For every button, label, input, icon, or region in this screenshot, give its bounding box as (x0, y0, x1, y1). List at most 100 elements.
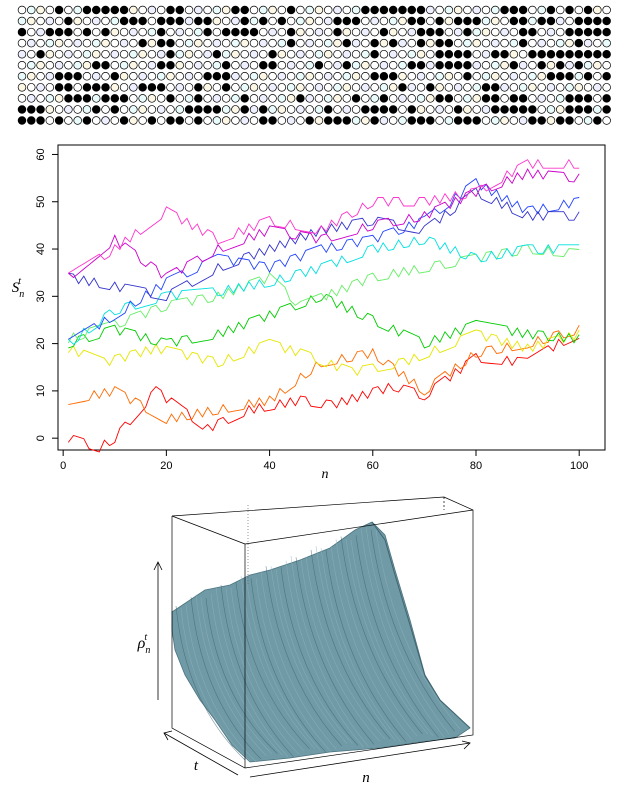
empty-dot (481, 38, 491, 48)
empty-dot (231, 105, 240, 114)
filled-dot (240, 5, 249, 15)
filled-dot (435, 60, 444, 70)
empty-dot (240, 72, 249, 81)
empty-dot (194, 49, 203, 59)
empty-dot (509, 116, 519, 125)
empty-dot (509, 83, 519, 92)
empty-dot (277, 27, 287, 37)
empty-dot (73, 60, 82, 70)
empty-dot (333, 38, 342, 48)
empty-dot (528, 16, 537, 26)
empty-dot (305, 105, 314, 114)
empty-dot (323, 27, 333, 37)
empty-dot (27, 60, 36, 70)
filled-dot (147, 116, 157, 125)
empty-dot (453, 38, 463, 48)
filled-dot (444, 38, 454, 48)
empty-dot (286, 49, 296, 59)
filled-dot (259, 105, 268, 114)
y-tick-label: 10 (35, 385, 47, 397)
empty-dot (351, 38, 361, 48)
empty-dot (305, 60, 314, 70)
series-line (68, 158, 580, 274)
empty-dot (314, 83, 324, 92)
filled-dot (323, 105, 333, 114)
empty-dot (491, 27, 500, 37)
z-axis-arrow (153, 561, 163, 700)
filled-dot (518, 94, 528, 103)
empty-dot (546, 116, 556, 125)
surface-mesh-line (190, 597, 262, 760)
filled-dot (138, 83, 147, 92)
empty-dot (472, 49, 481, 59)
empty-dot (314, 27, 324, 37)
empty-dot (249, 5, 259, 15)
empty-dot (221, 105, 231, 114)
empty-dot (398, 72, 407, 81)
empty-dot (388, 83, 398, 92)
empty-dot (500, 38, 509, 48)
filled-dot (453, 116, 463, 125)
filled-dot (518, 27, 528, 37)
surface-mesh-line (375, 529, 461, 730)
filled-dot (509, 5, 519, 15)
empty-dot (296, 27, 305, 37)
empty-dot (147, 94, 157, 103)
empty-dot (323, 16, 333, 26)
empty-dot (379, 83, 389, 92)
empty-dot (45, 116, 55, 125)
empty-dot (231, 72, 240, 81)
empty-dot (17, 60, 27, 70)
filled-dot (426, 83, 435, 92)
filled-dot (379, 94, 389, 103)
empty-dot (388, 16, 398, 26)
empty-dot (323, 49, 333, 59)
filled-dot (444, 60, 454, 70)
filled-dot (528, 105, 537, 114)
filled-dot (435, 16, 444, 26)
empty-dot (305, 94, 314, 103)
empty-dot (73, 105, 82, 114)
filled-dot (574, 27, 584, 37)
surface-mesh-line (185, 604, 257, 762)
filled-dot (119, 5, 129, 15)
filled-dot (574, 38, 584, 48)
empty-dot (203, 5, 212, 15)
filled-dot (268, 116, 277, 125)
empty-dot (212, 94, 222, 103)
empty-dot (268, 27, 277, 37)
filled-dot (565, 105, 574, 114)
surface-mesh-line (205, 597, 278, 754)
x-axis-label: n (322, 467, 329, 482)
empty-dot (426, 16, 435, 26)
filled-dot (82, 116, 92, 125)
filled-dot (435, 27, 444, 37)
empty-dot (249, 94, 259, 103)
empty-dot (240, 116, 249, 125)
empty-dot (314, 5, 324, 15)
empty-dot (583, 38, 593, 48)
empty-dot (555, 16, 565, 26)
series-line (68, 177, 580, 340)
empty-dot (45, 72, 55, 81)
empty-dot (602, 83, 611, 92)
filled-dot (602, 27, 611, 37)
filled-dot (194, 105, 203, 114)
empty-dot (546, 27, 556, 37)
filled-dot (212, 49, 222, 59)
empty-dot (82, 72, 92, 81)
empty-dot (509, 72, 519, 81)
empty-dot (54, 38, 64, 48)
x-tick-label: 20 (160, 460, 172, 472)
empty-dot (101, 105, 110, 114)
empty-dot (407, 27, 417, 37)
filled-dot (583, 27, 593, 37)
n-axis-label: n (362, 770, 370, 786)
filled-dot (138, 38, 147, 48)
empty-dot (17, 16, 27, 26)
empty-dot (444, 116, 454, 125)
series-line (68, 324, 580, 425)
empty-dot (333, 72, 342, 81)
empty-dot (175, 105, 185, 114)
empty-dot (333, 105, 342, 114)
